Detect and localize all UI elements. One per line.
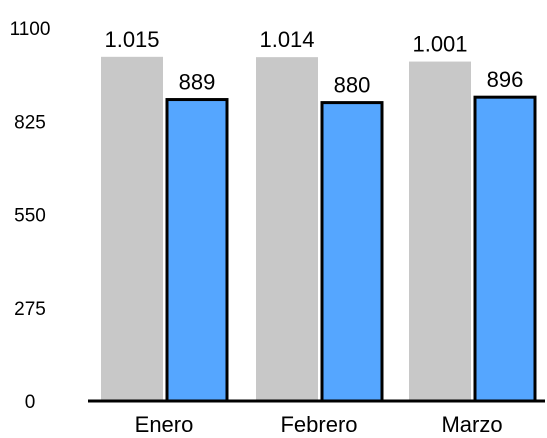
bar-series-2-febrero xyxy=(320,101,384,403)
y-tick-label: 550 xyxy=(14,206,46,227)
y-tick-label: 275 xyxy=(14,299,46,320)
y-axis-ticks: 0 275 550 825 1100 xyxy=(10,19,51,413)
x-category-label: Enero xyxy=(135,412,194,437)
bar-series-1-marzo xyxy=(409,61,471,401)
data-label-series-2-marzo: 896 xyxy=(487,67,524,92)
bar-series-2-marzo xyxy=(473,95,537,403)
bar-series-1-enero xyxy=(101,56,163,402)
x-category-label: Marzo xyxy=(441,412,502,437)
category-labels: Enero Febrero Marzo xyxy=(135,412,503,437)
data-label-series-1-marzo: 1.001 xyxy=(412,32,467,57)
data-label-series-1-febrero: 1.014 xyxy=(259,27,314,52)
bars xyxy=(101,56,537,403)
x-category-label: Febrero xyxy=(280,412,357,437)
data-label-series-2-febrero: 880 xyxy=(334,73,371,98)
y-tick-label: 825 xyxy=(14,112,46,133)
bar-series-1-febrero xyxy=(256,57,318,402)
y-tick-label: 1100 xyxy=(10,19,51,40)
bar-series-2-enero xyxy=(165,98,229,403)
y-tick-label: 0 xyxy=(25,392,36,413)
data-label-series-2-enero: 889 xyxy=(179,70,216,95)
data-labels: 1.015 1.014 1.001 889 880 896 xyxy=(104,27,523,98)
data-label-series-1-enero: 1.015 xyxy=(104,27,159,52)
